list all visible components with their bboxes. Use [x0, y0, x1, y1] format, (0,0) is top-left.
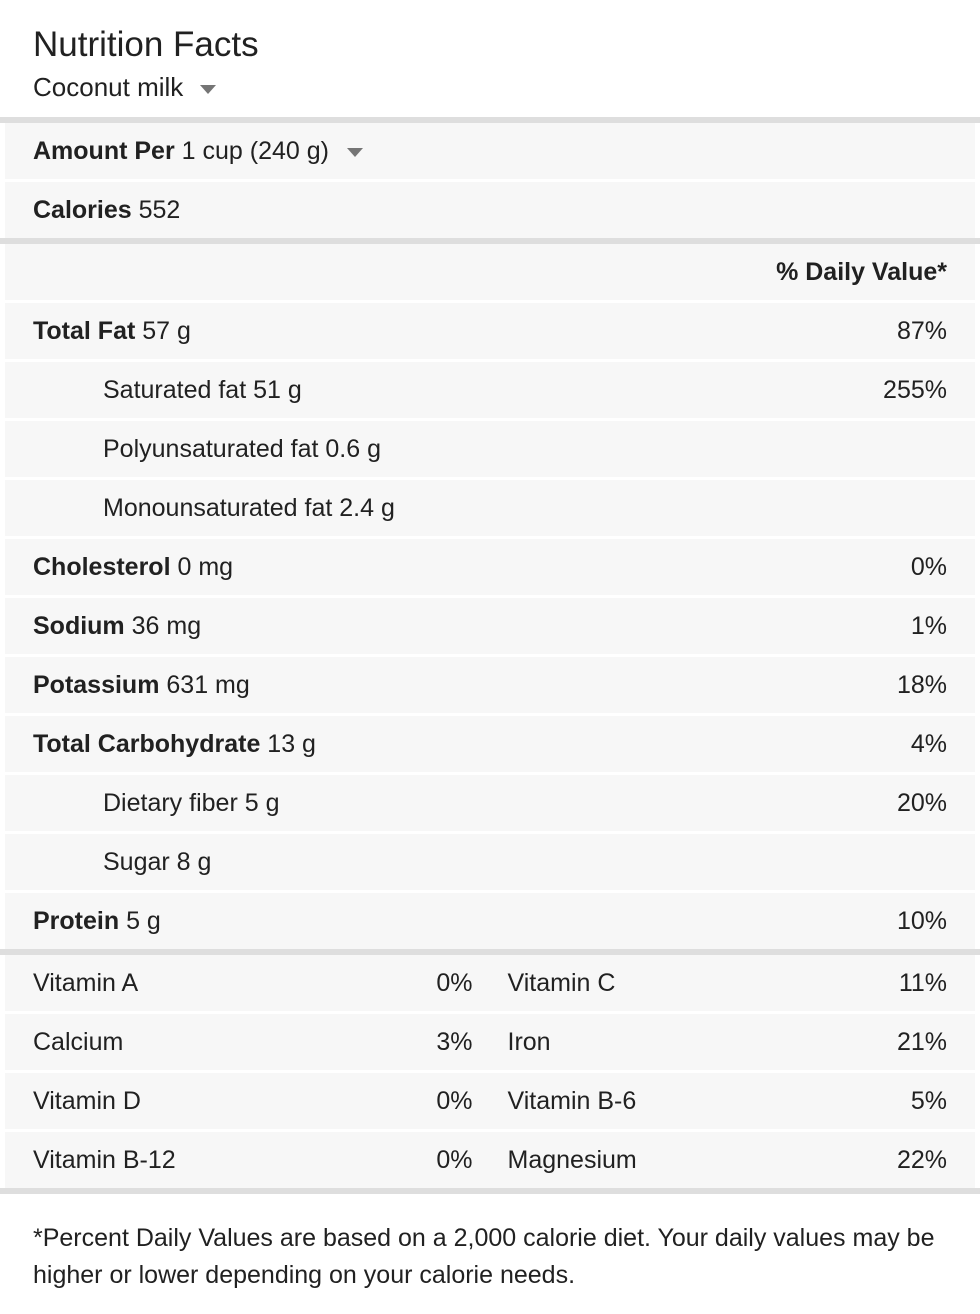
nutrient-amount: 51 g [253, 375, 302, 404]
serving-size-dropdown[interactable]: Amount Per 1 cup (240 g) [5, 123, 975, 179]
micronutrient-dv: 3% [436, 1027, 473, 1056]
nutrient-dv: 4% [910, 729, 947, 758]
page-title: Nutrition Facts [33, 25, 259, 64]
nutrient-amount: 5 g [126, 906, 161, 935]
nutrient-label: Monounsaturated fat [103, 493, 333, 522]
daily-value-header: % Daily Value* [776, 257, 947, 286]
serving-calories-section: Amount Per 1 cup (240 g) Calories 552 [5, 123, 975, 238]
nutrient-dv: 0% [910, 552, 947, 581]
calories-label: Calories [33, 195, 132, 224]
nutrient-amount: 13 g [267, 729, 316, 758]
nutrient-label: Saturated fat [103, 375, 247, 404]
nutrient-dv: 20% [896, 788, 947, 817]
micronutrient-row: Vitamin B-12 0% Magnesium 22% [5, 1132, 975, 1188]
daily-value-header-row: % Daily Value* [5, 244, 975, 300]
micronutrient-dv: 11% [898, 968, 947, 997]
micronutrient-label: Vitamin A [33, 968, 139, 997]
section-divider [0, 949, 980, 955]
micronutrient-dv: 0% [436, 968, 473, 997]
amount-per-label: Amount Per [33, 136, 175, 165]
micronutrient-label: Vitamin B-12 [33, 1145, 176, 1174]
nutrient-amount: 57 g [142, 316, 191, 345]
nutrient-row-saturated-fat: Saturated fat 51 g 255% [5, 362, 975, 418]
nutrient-label: Total Carbohydrate [33, 729, 261, 758]
daily-value-footnote: *Percent Daily Values are based on a 2,0… [0, 1194, 980, 1314]
micronutrient-dv: 5% [910, 1086, 947, 1115]
micronutrient-dv: 22% [896, 1145, 947, 1174]
nutrient-dv: 18% [896, 670, 947, 699]
nutrients-section: % Daily Value* Total Fat 57 g 87% Satura… [5, 244, 975, 949]
caret-down-icon [200, 85, 217, 94]
nutrient-row-total-fat: Total Fat 57 g 87% [5, 303, 975, 359]
nutrient-label: Sodium [33, 611, 125, 640]
nutrient-dv: 255% [883, 375, 947, 404]
nutrient-dv: 1% [910, 611, 947, 640]
nutrient-amount: 8 g [176, 847, 212, 876]
section-divider [0, 117, 980, 123]
nutrient-label: Protein [33, 906, 120, 935]
nutrient-amount: 5 g [244, 788, 280, 817]
nutrient-dv: 87% [896, 316, 947, 345]
nutrient-amount: 2.4 g [339, 493, 395, 522]
nutrient-label: Total Fat [33, 316, 136, 345]
nutrient-label: Potassium [33, 670, 160, 699]
nutrient-row-cholesterol: Cholesterol 0 mg 0% [5, 539, 975, 595]
micronutrients-section: Vitamin A 0% Vitamin C 11% Calcium 3% Ir… [5, 955, 975, 1188]
nutrient-label: Dietary fiber [103, 788, 238, 817]
calories-value: 552 [138, 195, 181, 224]
section-divider [0, 238, 980, 244]
micronutrient-label: Vitamin C [507, 968, 616, 997]
section-divider [0, 1188, 980, 1194]
nutrient-amount: 0 mg [177, 552, 234, 581]
nutrient-label: Polyunsaturated fat [103, 434, 319, 463]
micronutrient-label: Vitamin B-6 [507, 1086, 637, 1115]
nutrient-amount: 36 mg [131, 611, 202, 640]
calories-row: Calories 552 [5, 182, 975, 238]
nutrient-label: Sugar [103, 847, 170, 876]
nutrient-row-monounsaturated-fat: Monounsaturated fat 2.4 g [5, 480, 975, 536]
micronutrient-row: Vitamin D 0% Vitamin B-6 5% [5, 1073, 975, 1129]
micronutrient-row: Calcium 3% Iron 21% [5, 1014, 975, 1070]
micronutrient-label: Magnesium [507, 1145, 637, 1174]
micronutrient-dv: 21% [896, 1027, 947, 1056]
food-selector-dropdown[interactable]: Coconut milk [33, 72, 217, 103]
micronutrient-label: Vitamin D [33, 1086, 141, 1115]
micronutrient-row: Vitamin A 0% Vitamin C 11% [5, 955, 975, 1011]
nutrient-row-protein: Protein 5 g 10% [5, 893, 975, 949]
nutrient-row-sodium: Sodium 36 mg 1% [5, 598, 975, 654]
nutrient-row-total-carbohydrate: Total Carbohydrate 13 g 4% [5, 716, 975, 772]
nutrient-dv: 10% [896, 906, 947, 935]
nutrient-row-potassium: Potassium 631 mg 18% [5, 657, 975, 713]
nutrient-amount: 631 mg [166, 670, 250, 699]
card-header: Nutrition Facts Coconut milk [0, 0, 980, 117]
caret-down-icon [346, 148, 363, 157]
nutrient-amount: 0.6 g [325, 434, 381, 463]
micronutrient-dv: 0% [436, 1145, 473, 1174]
micronutrient-label: Calcium [33, 1027, 124, 1056]
nutrient-label: Cholesterol [33, 552, 171, 581]
nutrient-row-dietary-fiber: Dietary fiber 5 g 20% [5, 775, 975, 831]
serving-size-value: 1 cup (240 g) [181, 136, 329, 165]
nutrient-row-polyunsaturated-fat: Polyunsaturated fat 0.6 g [5, 421, 975, 477]
nutrient-row-sugar: Sugar 8 g [5, 834, 975, 890]
food-selector-label: Coconut milk [33, 72, 184, 102]
micronutrient-label: Iron [507, 1027, 551, 1056]
micronutrient-dv: 0% [436, 1086, 473, 1115]
